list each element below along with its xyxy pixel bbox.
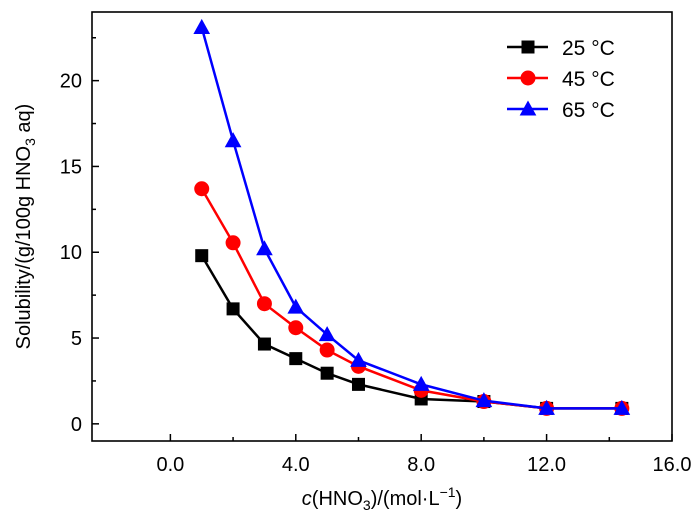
legend-label: 45 °C	[562, 68, 615, 91]
data-point-square	[320, 366, 334, 380]
x-axis-title-italic: c	[302, 488, 312, 510]
y-axis-title: Solubility/(g/100g HNO3 aq)	[13, 104, 38, 350]
series-triangle	[193, 18, 631, 415]
y-tick-label: 15	[60, 156, 82, 178]
data-point-square	[226, 302, 240, 316]
series-layer	[193, 18, 631, 416]
legend-item: 45 °C	[507, 68, 615, 91]
y-axis-title-sub: 3	[22, 138, 38, 146]
x-axis-title-pre: (HNO	[312, 488, 363, 510]
y-tick-label: 5	[71, 328, 82, 350]
data-point-circle	[194, 181, 210, 197]
data-point-triangle	[519, 100, 537, 116]
data-point-square	[351, 377, 365, 391]
x-axis-title-mid: )/(mol·L	[371, 488, 440, 510]
x-axis-title: c(HNO3)/(mol·L−1)	[302, 484, 462, 513]
data-point-triangle	[412, 375, 430, 391]
x-tick-label: 0.0	[156, 454, 184, 476]
data-point-triangle	[193, 18, 211, 34]
legend-item: 25 °C	[507, 37, 615, 60]
x-tick-label: 8.0	[407, 454, 435, 476]
x-axis-title-sup: −1	[440, 484, 456, 500]
y-tick-label: 0	[71, 414, 82, 436]
data-point-circle	[225, 235, 241, 251]
data-point-triangle	[318, 326, 336, 342]
data-point-circle	[288, 320, 304, 336]
x-axis-title-post: )	[456, 488, 463, 510]
y-tick-label: 20	[60, 71, 82, 93]
series-square	[195, 249, 629, 415]
y-axis-title-post: aq)	[13, 104, 35, 138]
x-tick-label: 16.0	[653, 454, 692, 476]
data-point-triangle	[475, 392, 493, 408]
data-point-square	[257, 337, 271, 351]
x-tick-label: 4.0	[282, 454, 310, 476]
y-tick-label: 10	[60, 242, 82, 264]
data-point-circle	[319, 342, 335, 358]
data-point-triangle	[224, 132, 242, 148]
x-tick-label: 12.0	[527, 454, 566, 476]
data-point-square	[289, 352, 303, 366]
legend-label: 65 °C	[562, 99, 615, 122]
legend-item: 65 °C	[507, 99, 615, 122]
legend: 25 °C 45 °C 65 °C	[507, 37, 615, 122]
data-point-circle	[520, 70, 536, 86]
data-point-triangle	[256, 240, 273, 256]
data-point-triangle	[613, 399, 631, 415]
data-point-square	[521, 40, 535, 54]
axis-ticks: 0.0 4.0 8.0 12.0 16.0 0 5 10 15 20	[60, 36, 692, 476]
data-point-square	[195, 249, 209, 263]
series-line	[200, 27, 622, 410]
plot-frame	[91, 11, 673, 442]
x-axis-title-sub: 3	[363, 497, 371, 513]
data-point-triangle	[350, 351, 367, 367]
data-point-triangle	[287, 298, 305, 314]
y-axis-title-pre: Solubility/(g/100g HNO	[13, 146, 35, 349]
legend-label: 25 °C	[562, 37, 615, 60]
data-point-triangle	[538, 399, 555, 415]
data-point-circle	[256, 296, 272, 312]
